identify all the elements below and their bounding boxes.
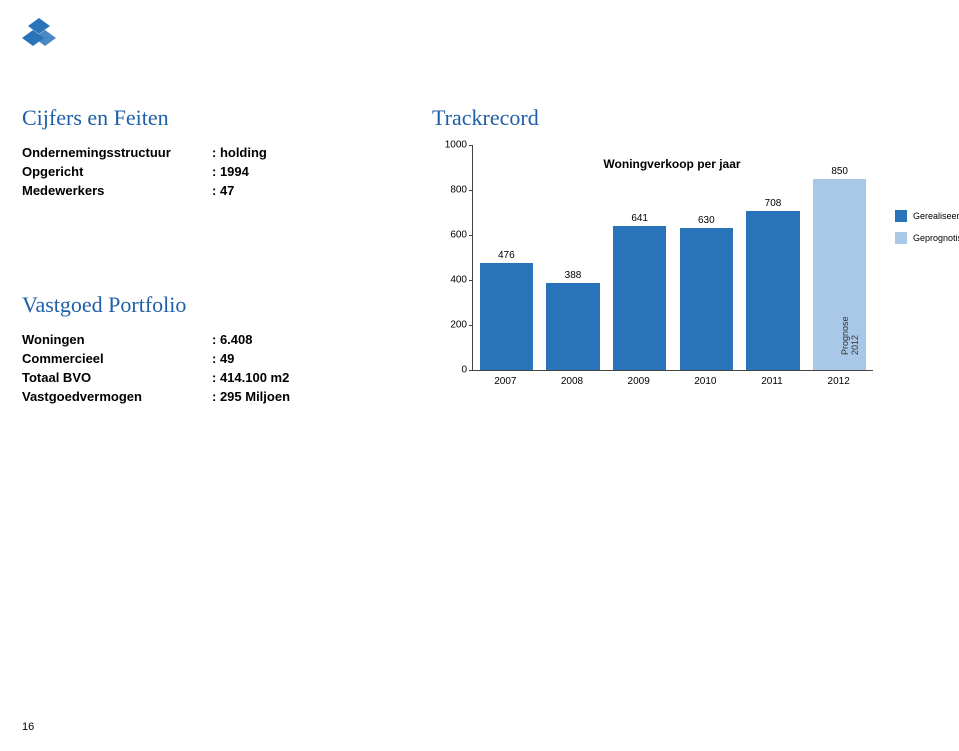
y-tick-mark	[469, 145, 473, 146]
bar	[680, 228, 733, 370]
right-column: Trackrecord 0200400600800100047638864163…	[402, 105, 937, 408]
kv-key: Commercieel	[22, 351, 212, 366]
bar	[546, 283, 599, 370]
kv-val: : 6.408	[212, 332, 402, 347]
kv-key: Totaal BVO	[22, 370, 212, 385]
section-title-cijfers: Cijfers en Feiten	[22, 105, 402, 131]
bar-value-label: 708	[765, 198, 782, 211]
legend-label: Geprognotiseerd	[913, 233, 959, 243]
x-category-label: 2010	[694, 376, 716, 387]
kv-row: Commercieel: 49	[22, 351, 402, 366]
kv-val: : 414.100 m2	[212, 370, 402, 385]
legend-label: Gerealiseerd	[913, 211, 959, 221]
kv-val: : 295 Miljoen	[212, 389, 402, 404]
bar-value-label: 641	[631, 213, 648, 226]
x-category-label: 2007	[494, 376, 516, 387]
kv-key: Medewerkers	[22, 183, 212, 198]
x-category-label: 2009	[628, 376, 650, 387]
prognose-label: Prognose 2012	[840, 316, 860, 355]
legend-item: Geprognotiseerd	[895, 232, 959, 244]
kv-val: : 47	[212, 183, 402, 198]
logo-icon	[22, 18, 56, 52]
kv-key: Ondernemingsstructuur	[22, 145, 212, 160]
kv-val: : holding	[212, 145, 402, 160]
bar-value-label: 630	[698, 215, 715, 228]
kv-row: Woningen: 6.408	[22, 332, 402, 347]
kv-key: Opgericht	[22, 164, 212, 179]
kv-key: Vastgoedvermogen	[22, 389, 212, 404]
chart-title: Woningverkoop per jaar	[432, 157, 912, 171]
legend-swatch	[895, 210, 907, 222]
bar-chart: 02004006008001000476388641630708850Progn…	[432, 145, 912, 405]
bar	[480, 263, 533, 370]
content-area: Cijfers en Feiten Ondernemingsstructuur:…	[22, 105, 937, 408]
kv-val: : 49	[212, 351, 402, 366]
bar	[746, 211, 799, 370]
bar-value-label: 388	[565, 270, 582, 283]
y-tick-mark	[469, 325, 473, 326]
kv-row: Medewerkers: 47	[22, 183, 402, 198]
kv-row: Ondernemingsstructuur: holding	[22, 145, 402, 160]
kv-row: Opgericht: 1994	[22, 164, 402, 179]
page-number: 16	[22, 721, 34, 733]
bar-value-label: 476	[498, 250, 515, 263]
y-tick-mark	[469, 235, 473, 236]
section-title-trackrecord: Trackrecord	[432, 105, 937, 131]
x-category-label: 2008	[561, 376, 583, 387]
chart-legend: Gerealiseerd Geprognotiseerd	[895, 210, 959, 254]
bar	[613, 226, 666, 370]
kv-val: : 1994	[212, 164, 402, 179]
kv-row: Vastgoedvermogen: 295 Miljoen	[22, 389, 402, 404]
x-category-label: 2012	[828, 376, 850, 387]
x-category-label: 2011	[761, 376, 783, 387]
left-column: Cijfers en Feiten Ondernemingsstructuur:…	[22, 105, 402, 408]
legend-swatch	[895, 232, 907, 244]
kv-key: Woningen	[22, 332, 212, 347]
section-title-vastgoed: Vastgoed Portfolio	[22, 292, 402, 318]
kv-row: Totaal BVO: 414.100 m2	[22, 370, 402, 385]
y-tick-mark	[469, 370, 473, 371]
legend-item: Gerealiseerd	[895, 210, 959, 222]
y-tick-mark	[469, 280, 473, 281]
chart-plot-area: 02004006008001000476388641630708850Progn…	[472, 145, 873, 371]
y-tick-mark	[469, 190, 473, 191]
